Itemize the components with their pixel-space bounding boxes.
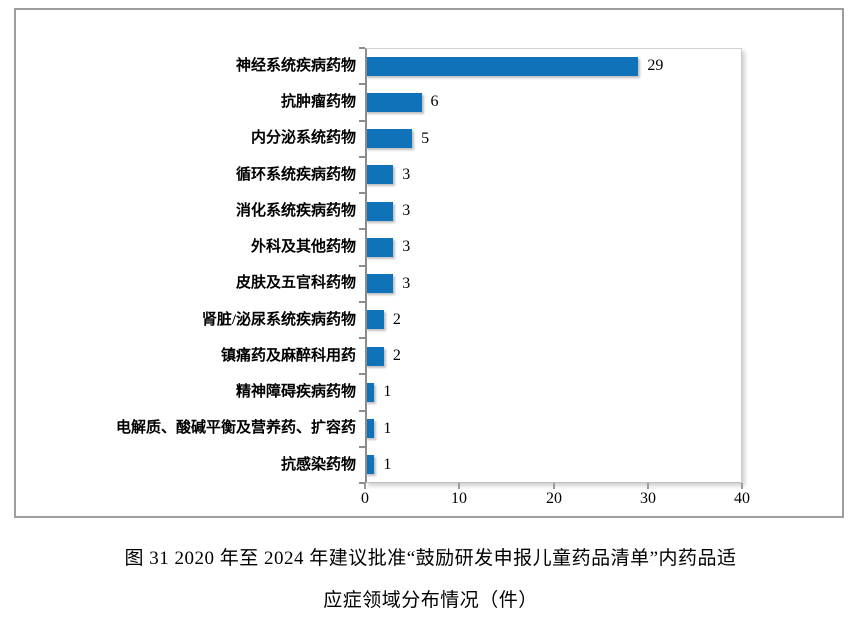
x-axis-tick-label: 30 — [640, 490, 656, 507]
bar-value-label: 3 — [402, 238, 411, 256]
bar-value-label: 3 — [402, 202, 411, 220]
bar — [365, 165, 394, 185]
bar-row: 抗感染药物 1 — [25, 447, 742, 483]
bar-track: 5 — [365, 121, 742, 157]
x-axis-tick — [553, 483, 555, 489]
bar-value-label: 3 — [402, 165, 411, 183]
bar — [365, 346, 384, 366]
bar-row: 外科及其他药物 3 — [25, 229, 742, 265]
category-label: 镇痛药及麻醉科用药 — [220, 347, 356, 364]
bar — [365, 274, 394, 294]
bar-row: 精神障碍疾病药物 1 — [25, 374, 742, 410]
category-label: 电解质、酸碱平衡及营养药、扩容药 — [115, 420, 356, 437]
bar-row: 电解质、酸碱平衡及营养药、扩容药 1 — [25, 411, 742, 447]
category-label: 神经系统疾病药物 — [235, 57, 356, 74]
bar — [365, 129, 413, 149]
y-axis-tick — [359, 373, 365, 375]
bar-track: 2 — [365, 302, 742, 338]
bar-value-label: 29 — [647, 57, 664, 75]
y-axis-tick — [359, 156, 365, 158]
x-axis-tick — [458, 483, 460, 489]
bar-value-label: 6 — [430, 93, 439, 111]
x-axis-tick — [364, 483, 366, 489]
y-axis-tick — [359, 301, 365, 303]
category-label: 外科及其他药物 — [250, 239, 356, 256]
bar — [365, 237, 394, 257]
x-axis-tick-label: 20 — [546, 490, 562, 507]
bar-value-label: 2 — [392, 347, 401, 365]
bar-track: 1 — [365, 411, 742, 447]
bar-row: 皮肤及五官科药物 3 — [25, 266, 742, 302]
bar-row: 神经系统疾病药物 29 — [25, 48, 742, 84]
bar-track: 3 — [365, 157, 742, 193]
bar — [365, 310, 384, 330]
bar-value-label: 1 — [383, 383, 392, 401]
bar — [365, 92, 422, 112]
bar-track: 1 — [365, 447, 742, 483]
bar-track: 3 — [365, 193, 742, 229]
bar — [365, 56, 639, 76]
bar — [365, 419, 375, 439]
y-axis-tick — [359, 446, 365, 448]
bar-rows: 神经系统疾病药物 29 抗肿瘤药物 6 内分泌系统药物 5 循环系统疾病药物 3 消化系统疾病药… — [25, 48, 742, 483]
bar-track: 29 — [365, 48, 742, 84]
bar-row: 内分泌系统药物 5 — [25, 121, 742, 157]
category-label: 抗肿瘤药物 — [280, 94, 356, 111]
x-axis-tick — [647, 483, 649, 489]
bar-track: 3 — [365, 266, 742, 302]
y-axis-tick — [359, 83, 365, 85]
bar-track: 1 — [365, 374, 742, 410]
chart-outer-frame — [14, 8, 844, 518]
bar-value-label: 2 — [392, 310, 401, 328]
bar-row: 抗肿瘤药物 6 — [25, 84, 742, 120]
category-label: 皮肤及五官科药物 — [235, 275, 356, 292]
y-axis-tick — [359, 120, 365, 122]
bar-value-label: 1 — [383, 455, 392, 473]
category-label: 精神障碍疾病药物 — [235, 384, 356, 401]
bar-row: 镇痛药及麻醉科用药 2 — [25, 338, 742, 374]
category-label: 肾脏/泌尿系统疾病药物 — [201, 311, 356, 328]
x-axis-tick-label: 0 — [361, 490, 369, 507]
category-label: 消化系统疾病药物 — [235, 202, 356, 219]
x-axis-tick-label: 40 — [734, 490, 750, 507]
bar — [365, 201, 394, 221]
y-axis-tick — [359, 337, 365, 339]
bar — [365, 455, 375, 475]
bar-row: 消化系统疾病药物 3 — [25, 193, 742, 229]
figure-caption-line1: 图 31 2020 年至 2024 年建议批准“鼓励研发申报儿童药品清单”内药品… — [124, 548, 737, 569]
y-axis-tick — [359, 47, 365, 49]
bar-value-label: 1 — [383, 419, 392, 437]
bar-value-label: 5 — [421, 129, 430, 147]
bar-row: 肾脏/泌尿系统疾病药物 2 — [25, 302, 742, 338]
x-axis-tick — [741, 483, 743, 489]
y-axis-tick — [359, 228, 365, 230]
bar-row: 循环系统疾病药物 3 — [25, 157, 742, 193]
y-axis-tick — [359, 265, 365, 267]
bar — [365, 382, 375, 402]
bar-track: 3 — [365, 229, 742, 265]
y-axis-tick — [359, 192, 365, 194]
category-label: 内分泌系统药物 — [250, 130, 356, 147]
y-axis-tick — [359, 410, 365, 412]
bar-track: 6 — [365, 84, 742, 120]
bar-track: 2 — [365, 338, 742, 374]
figure-caption-line2: 应症领域分布情况（件） — [323, 590, 538, 611]
category-label: 循环系统疾病药物 — [235, 166, 356, 183]
x-axis-tick-label: 10 — [451, 490, 467, 507]
bar-value-label: 3 — [402, 274, 411, 292]
category-label: 抗感染药物 — [280, 456, 356, 473]
y-axis-tick — [359, 482, 365, 484]
